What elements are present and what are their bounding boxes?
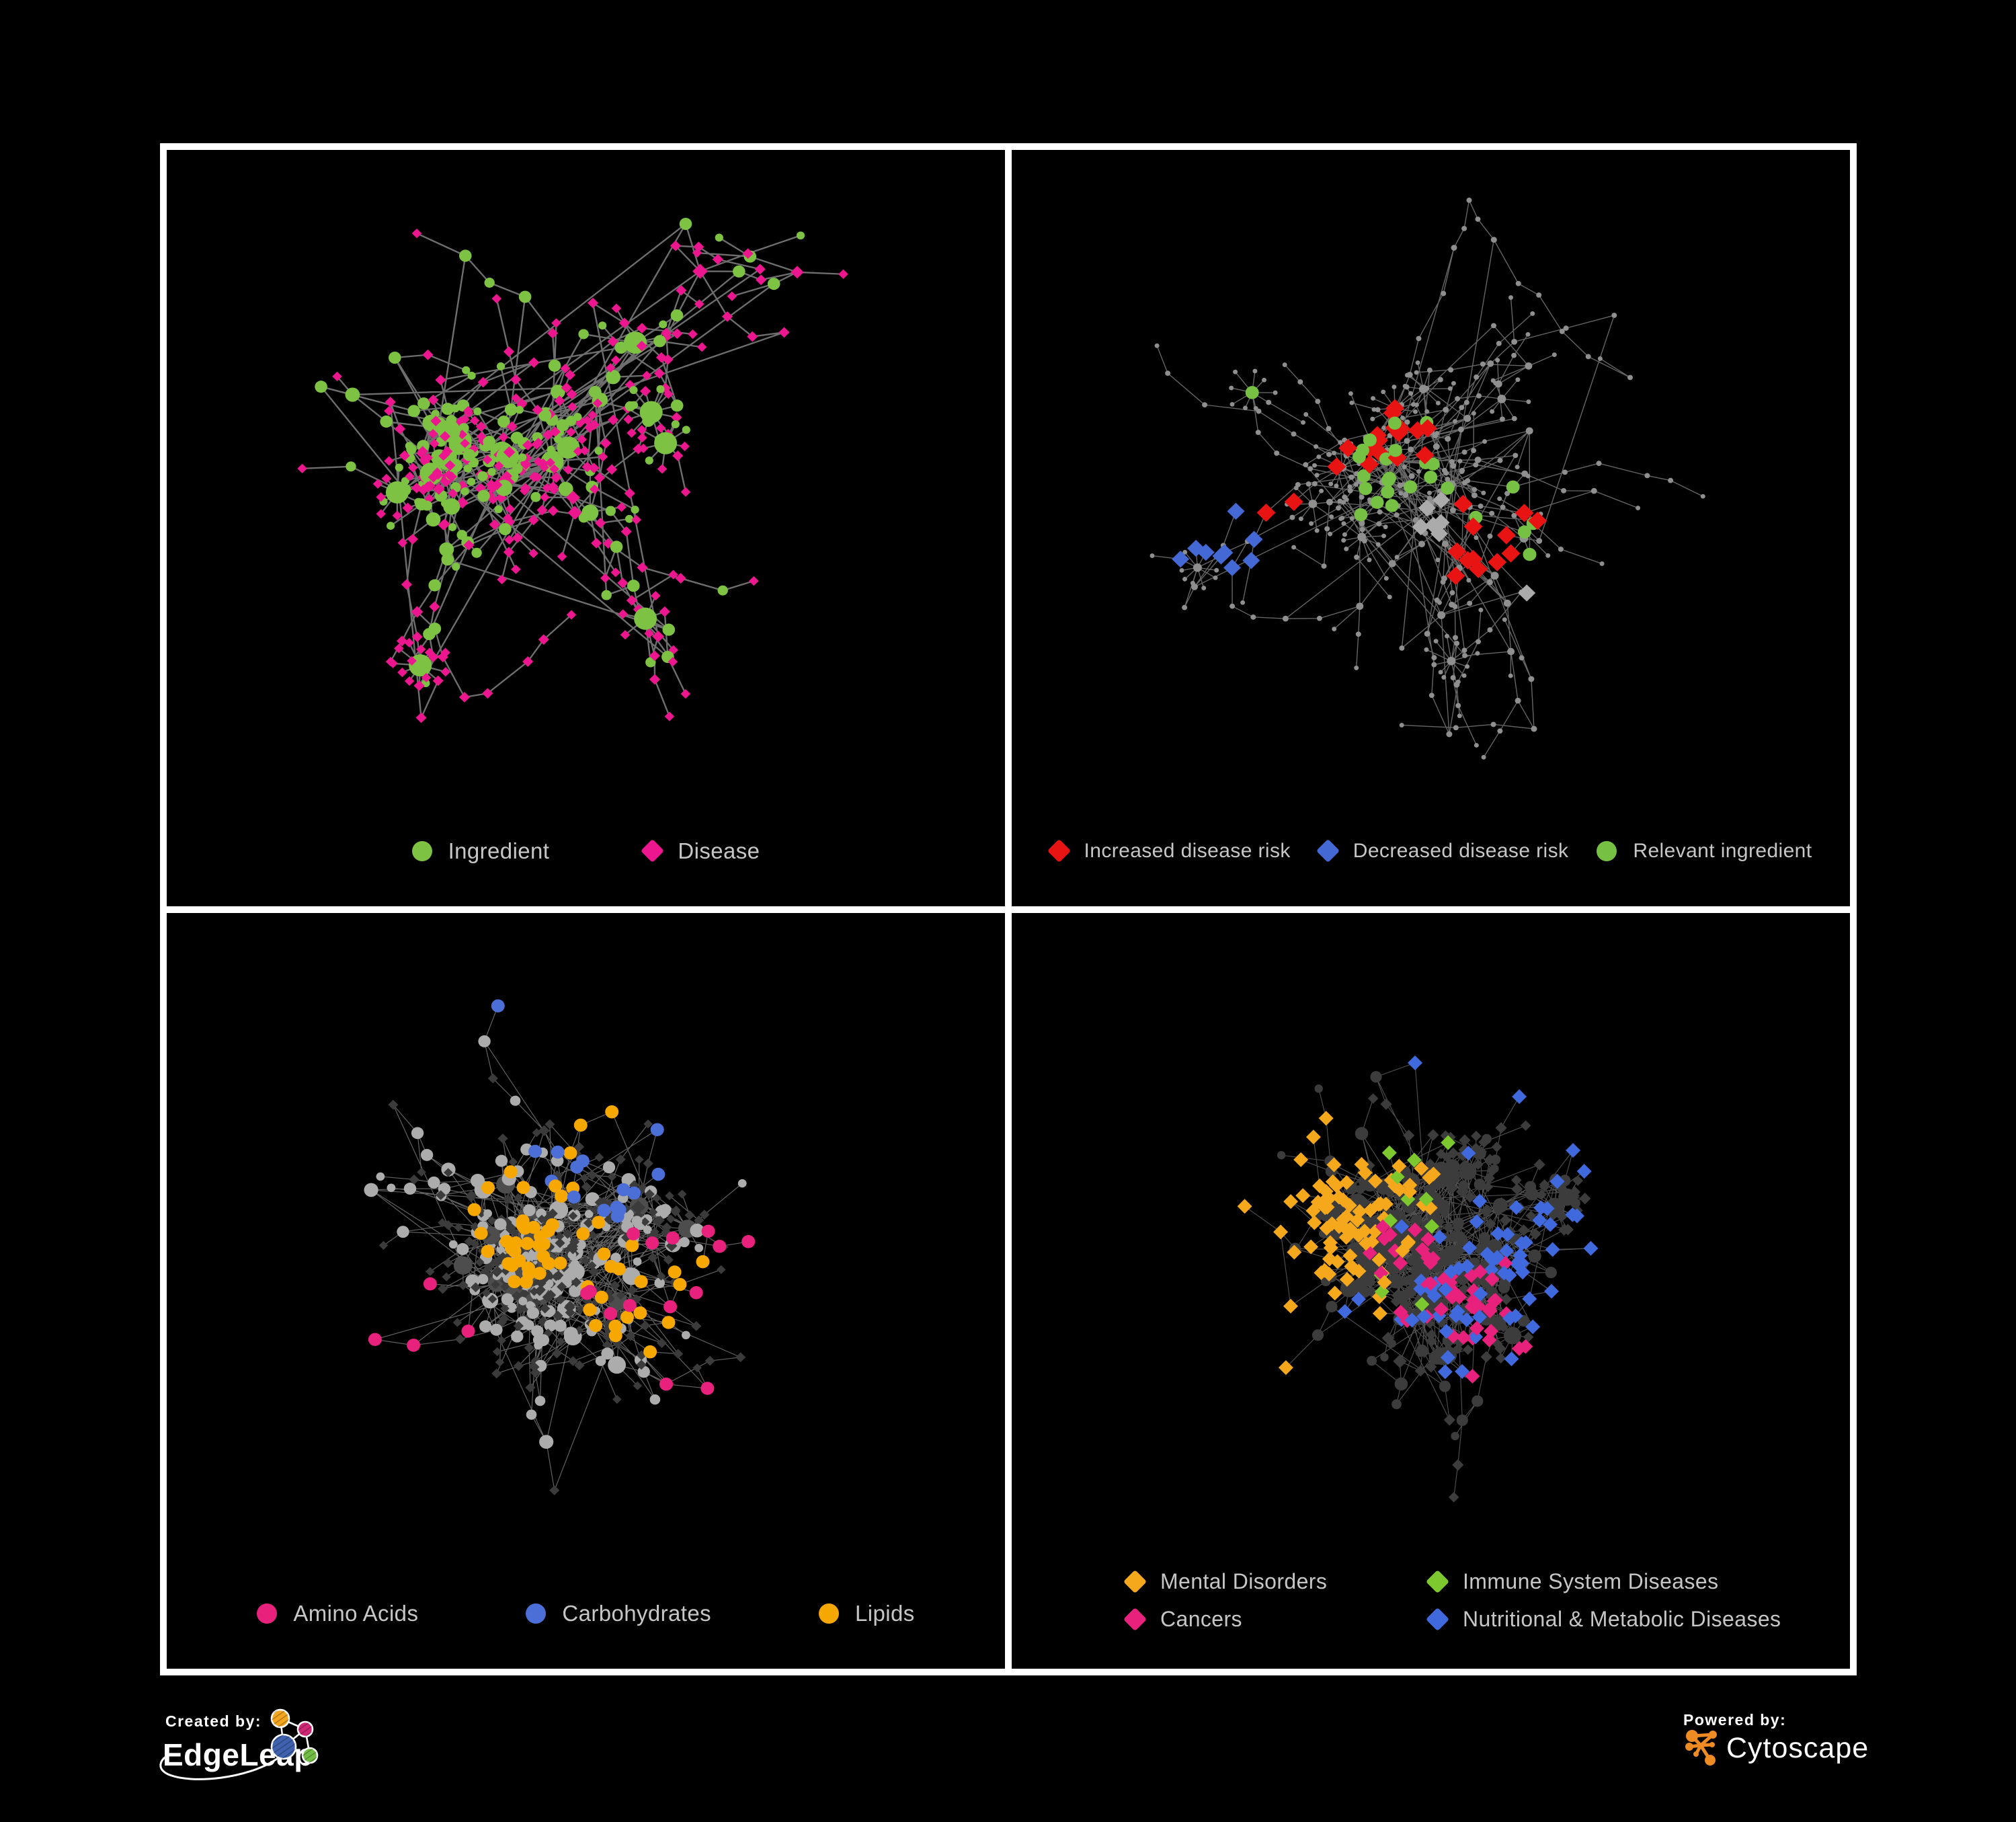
legend-label: Relevant ingredient <box>1633 839 1812 862</box>
legend-label: Nutritional & Metabolic Diseases <box>1463 1606 1781 1631</box>
legend-label: Ingredient <box>448 838 550 863</box>
legend-label: Carbohydrates <box>562 1601 711 1626</box>
panels-grid: Ingredient Disease Increased disease ris… <box>160 143 1857 1675</box>
legend-item: Immune System Diseases <box>1425 1569 1843 1594</box>
legend-item: Disease <box>641 838 760 864</box>
disease-risk-network-graph <box>1150 197 1705 760</box>
panel-disease-risk-network: Increased disease risk Decreased disease… <box>1012 150 1850 906</box>
legend-item: Lipids <box>819 1601 915 1626</box>
legend-label: Decreased disease risk <box>1353 839 1569 862</box>
legend-disease-classes: Mental Disorders Immune System Diseases … <box>1012 1562 1850 1669</box>
legend-label: Disease <box>678 838 760 863</box>
ingredient-circle-icon <box>411 840 432 861</box>
legend-item: Decreased disease risk <box>1316 838 1569 863</box>
legend-item: Relevant ingredient <box>1597 840 1812 863</box>
legend-item: Cancers <box>1123 1606 1428 1632</box>
disease-classes-network-graph <box>1237 1055 1599 1503</box>
panel-disease-classes-network: Mental Disorders Immune System Diseases … <box>1012 912 1850 1669</box>
ingredient-disease-network-graph <box>297 217 848 723</box>
legend-label: Lipids <box>855 1601 915 1626</box>
created-by-label: Created by: <box>165 1712 261 1730</box>
mental-disorders-diamond-icon <box>1123 1569 1147 1593</box>
legend-label: Immune System Diseases <box>1463 1569 1719 1593</box>
legend-item: Mental Disorders <box>1123 1569 1428 1594</box>
legend-item: Ingredient <box>411 838 550 864</box>
legend-label: Increased disease risk <box>1084 839 1291 862</box>
legend-item: Carbohydrates <box>526 1601 711 1626</box>
increased-risk-diamond-icon <box>1047 838 1071 863</box>
immune-diseases-diamond-icon <box>1425 1569 1450 1593</box>
legend-label: Amino Acids <box>293 1601 419 1626</box>
legend-ingredient-disease: Ingredient Disease <box>167 814 1005 906</box>
nutrient-classes-network-graph <box>364 998 756 1495</box>
legend-nutrient-classes: Amino Acids Carbohydrates Lipids <box>167 1576 1005 1669</box>
edgeleap-network-glyph-icon <box>270 1708 319 1764</box>
cancers-diamond-icon <box>1123 1607 1147 1631</box>
legend-item: Nutritional & Metabolic Diseases <box>1425 1606 1843 1632</box>
panel-nutrient-classes-network: Amino Acids Carbohydrates Lipids <box>167 912 1005 1669</box>
legend-item: Amino Acids <box>257 1601 418 1626</box>
cytoscape-wordmark: Cytoscape <box>1726 1732 1869 1764</box>
legend-label: Mental Disorders <box>1160 1569 1328 1593</box>
edgeleap-swoosh <box>159 1755 278 1780</box>
legend-item: Increased disease risk <box>1047 838 1291 863</box>
lipids-circle-icon <box>819 1603 839 1624</box>
legend-disease-risk: Increased disease risk Decreased disease… <box>1012 814 1850 906</box>
carbohydrates-circle-icon <box>526 1603 547 1624</box>
powered-by-label: Powered by: <box>1683 1711 1786 1729</box>
relevant-ingredient-circle-icon <box>1597 840 1617 861</box>
legend-label: Cancers <box>1160 1606 1242 1631</box>
cytoscape-glyph-icon <box>1685 1730 1717 1766</box>
nutritional-metabolic-diamond-icon <box>1425 1607 1450 1631</box>
panel-ingredient-disease-network: Ingredient Disease <box>167 150 1005 906</box>
edgeleap-branding: Created by: EdgeLeap <box>159 1708 319 1780</box>
amino-acids-circle-icon <box>257 1603 278 1624</box>
cytoscape-branding: Powered by: Cytoscape <box>1683 1711 1869 1766</box>
disease-diamond-icon <box>641 838 665 863</box>
decreased-risk-diamond-icon <box>1316 838 1340 863</box>
